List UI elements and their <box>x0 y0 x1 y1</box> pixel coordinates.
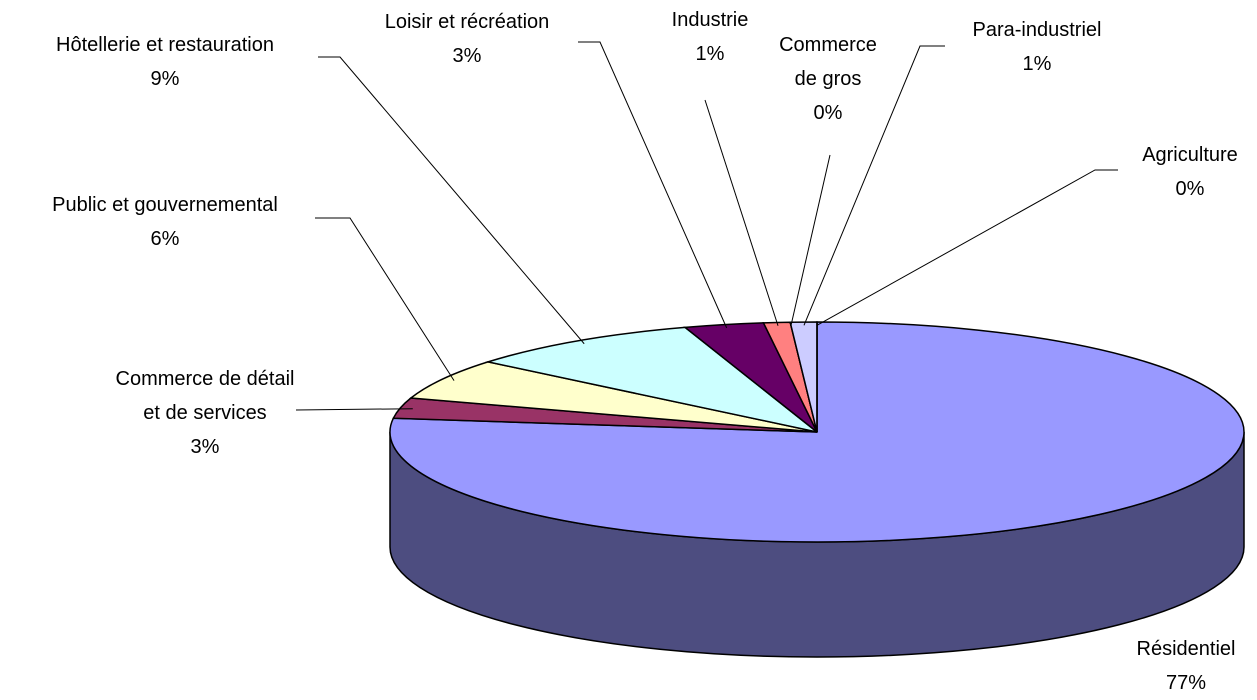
label-value: 0% <box>813 102 843 124</box>
label-name: Para-industriel <box>972 19 1102 41</box>
label-value: 0% <box>1175 178 1205 200</box>
label-value: 77% <box>1165 672 1207 694</box>
slice-label: Hôtellerie et restauration 9% <box>0 28 330 96</box>
label-name: Industrie <box>671 9 749 31</box>
slice-label: Public et gouvernemental 6% <box>0 188 330 256</box>
slice-label: Commerce de détail et de services 3% <box>105 362 305 464</box>
label-name: Agriculture <box>1142 144 1238 166</box>
leader-line <box>704 99 779 326</box>
label-value: 3% <box>452 45 482 67</box>
slice-label: Loisir et récréation 3% <box>337 5 597 73</box>
slice-label: Résidentiel 77% <box>1086 632 1257 700</box>
leader-line <box>318 56 585 345</box>
slice <box>408 361 818 433</box>
label-name: Commerce de détail et de services <box>115 368 295 424</box>
label-value: 3% <box>190 436 220 458</box>
leader-line <box>790 154 831 326</box>
label-name: Hôtellerie et restauration <box>56 34 274 56</box>
slice-label: Para-industriel 1% <box>927 13 1147 81</box>
slice <box>485 326 818 433</box>
slice-label: Commerce de gros 0% <box>773 28 883 130</box>
leader-line <box>578 41 728 329</box>
slice-label: Industrie 1% <box>650 3 770 71</box>
leader-line <box>803 45 945 326</box>
label-name: Loisir et récréation <box>384 11 550 33</box>
label-name: Commerce de gros <box>779 34 877 90</box>
label-value: 9% <box>150 68 180 90</box>
label-name: Public et gouvernemental <box>52 194 278 216</box>
slice-label: Agriculture 0% <box>1115 138 1257 206</box>
label-value: 1% <box>1022 53 1052 75</box>
leader-line <box>295 408 413 411</box>
label-value: 6% <box>150 228 180 250</box>
leader-line <box>816 169 1118 326</box>
label-value: 1% <box>695 43 725 65</box>
leader-line <box>315 217 455 381</box>
label-name: Résidentiel <box>1136 638 1236 660</box>
